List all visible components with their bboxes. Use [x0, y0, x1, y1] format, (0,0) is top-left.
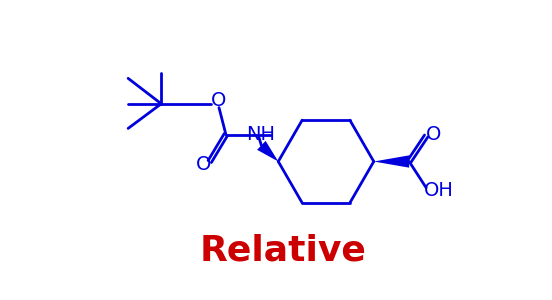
Text: O: O	[196, 155, 211, 174]
Text: O: O	[211, 91, 227, 110]
Polygon shape	[257, 141, 278, 161]
Polygon shape	[374, 155, 409, 168]
Text: OH: OH	[423, 181, 453, 200]
Text: NH: NH	[246, 125, 275, 144]
Text: O: O	[426, 125, 442, 144]
Text: Relative: Relative	[199, 233, 367, 267]
